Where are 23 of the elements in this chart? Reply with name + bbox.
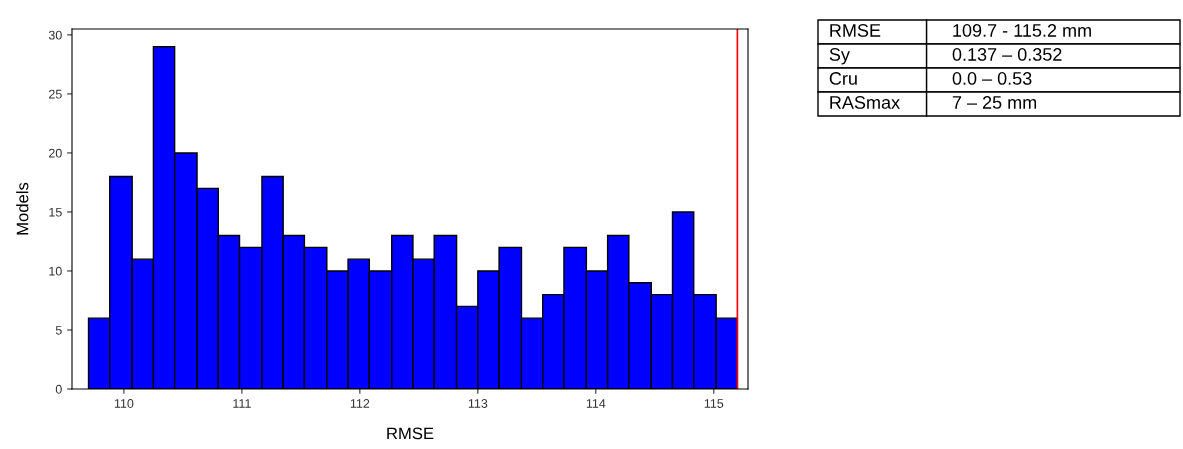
text: 7 – 25 mm	[952, 96, 1037, 109]
y-tick-label: 10	[49, 266, 62, 276]
text: RMSE	[830, 24, 881, 37]
y-tick-label: 25	[49, 89, 62, 99]
y-tick-label: 0	[55, 384, 62, 394]
x-tick-label: 114	[586, 399, 606, 408]
text: 0.0 – 0.53	[952, 72, 1032, 85]
x-tick-label: 113	[468, 399, 488, 408]
text: RASmax	[830, 96, 900, 109]
x-tick-label: 115	[704, 399, 724, 408]
text: 0.137 – 0.352	[952, 48, 1062, 61]
text: Sy	[829, 48, 850, 65]
y-tick-label: 15	[49, 207, 62, 217]
y-axis-title: Models	[16, 182, 29, 235]
y-tick-label: 30	[48, 30, 62, 40]
text: Cru	[829, 72, 857, 85]
text: 109.7 - 115.2 mm	[953, 24, 1091, 37]
x-tick-label: 111	[233, 399, 251, 408]
y-tick-label: 5	[55, 325, 62, 335]
x-tick-label: 112	[350, 399, 370, 408]
x-tick-label: 110	[114, 399, 134, 408]
y-tick-label: 20	[49, 148, 62, 158]
x-axis-title: RMSE	[387, 427, 434, 440]
